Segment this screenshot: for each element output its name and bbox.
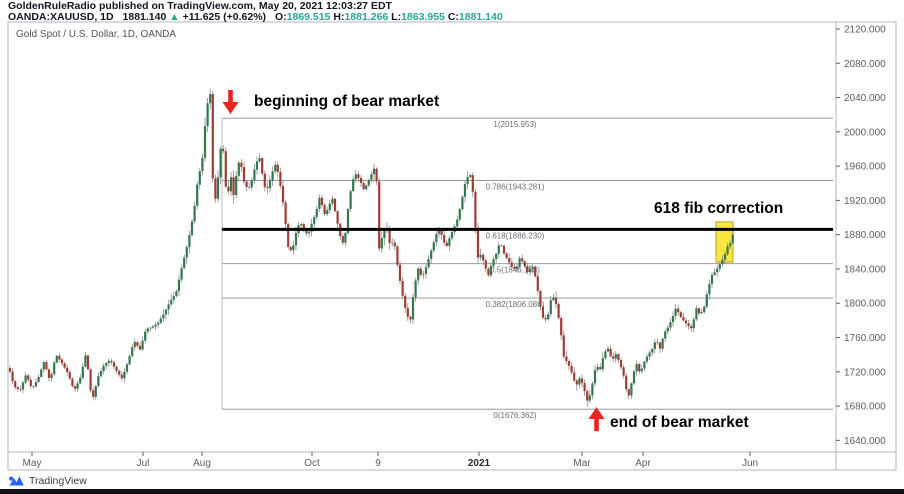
svg-text:0.786(1943.281): 0.786(1943.281) [486,182,545,191]
svg-text:2040.000: 2040.000 [844,93,886,104]
annotation-end-of-bear-market: end of bear market [610,414,749,431]
svg-text:2021: 2021 [468,458,491,469]
svg-text:9: 9 [375,458,381,469]
bottom-black-bar [0,489,904,494]
tradingview-brand-text: TradingView [29,475,87,487]
ohlc-label-high: H: [333,11,345,23]
red-down-arrow-icon [222,90,239,114]
svg-text:0.618(1886.230): 0.618(1886.230) [486,231,545,240]
svg-text:May: May [23,458,42,469]
ohlc-strip: O:1869.515 H:1881.266 L:1863.955 C:1881.… [275,11,503,23]
ohlc-value-low: 1863.955 [401,11,448,23]
svg-text:0.5(1846.158): 0.5(1846.158) [490,266,540,275]
svg-text:0.382(1806.086): 0.382(1806.086) [486,300,545,309]
price-axis[interactable]: 2120.000 2080.000 2040.000 2000.000 1960.000… [836,25,886,447]
svg-text:Aug: Aug [193,458,211,469]
chart-frame [7,21,897,471]
svg-text:1(2015.953): 1(2015.953) [493,120,536,129]
symbol-title: OANDA:XAUUSD, 1D [8,11,114,23]
svg-text:Oct: Oct [304,458,320,469]
svg-text:1680.000: 1680.000 [844,402,886,413]
svg-text:1760.000: 1760.000 [844,333,886,344]
svg-text:1960.000: 1960.000 [844,162,886,173]
ohlc-value-open: 1869.515 [286,11,334,23]
symbol-info-row: OANDA:XAUUSD, 1D 1881.140 ▲ +11.625 (+0.… [8,12,503,23]
svg-text:Jun: Jun [742,458,758,469]
svg-text:2080.000: 2080.000 [844,59,886,70]
ohlc-value-high: 1881.266 [344,11,392,23]
svg-text:1920.000: 1920.000 [844,196,886,207]
chart-legend[interactable]: Gold Spot / U.S. Dollar, 1D, OANDA [16,29,177,40]
ohlc-label-low: L: [391,11,402,23]
svg-text:2120.000: 2120.000 [844,25,886,36]
svg-text:1720.000: 1720.000 [844,367,886,378]
publish-info: GoldenRuleRadio published on TradingView… [8,0,392,12]
svg-text:Mar: Mar [573,458,591,469]
ohlc-label-open: O: [274,11,287,23]
annotation-618-fib-correction: 618 fib correction [654,200,784,217]
chart-header: GoldenRuleRadio published on TradingView… [8,1,503,23]
ohlc-label-close: C: [447,11,459,23]
svg-text:0(1676.362): 0(1676.362) [493,411,536,420]
candlestick-series [8,88,734,407]
up-triangle-icon: ▲ [169,11,180,23]
tradingview-footer[interactable]: TradingView [8,475,87,487]
svg-text:1840.000: 1840.000 [844,264,886,275]
svg-text:1640.000: 1640.000 [844,436,886,447]
svg-text:2000.000: 2000.000 [844,127,886,138]
svg-text:Jul: Jul [137,458,150,469]
last-price: 1881.140 [122,11,167,23]
tradingview-logo-icon [9,476,24,486]
time-axis[interactable]: May Jul Aug Oct 9 2021 Mar Apr Jun [23,452,759,469]
svg-text:1800.000: 1800.000 [844,299,886,310]
red-up-arrow-icon [588,407,605,431]
annotation-beginning-of-bear-market: beginning of bear market [254,93,440,110]
svg-text:1880.000: 1880.000 [844,230,886,241]
svg-text:Apr: Apr [635,458,651,469]
ohlc-value-close: 1881.140 [458,11,503,23]
price-change: +11.625 (+0.62%) [182,11,267,23]
